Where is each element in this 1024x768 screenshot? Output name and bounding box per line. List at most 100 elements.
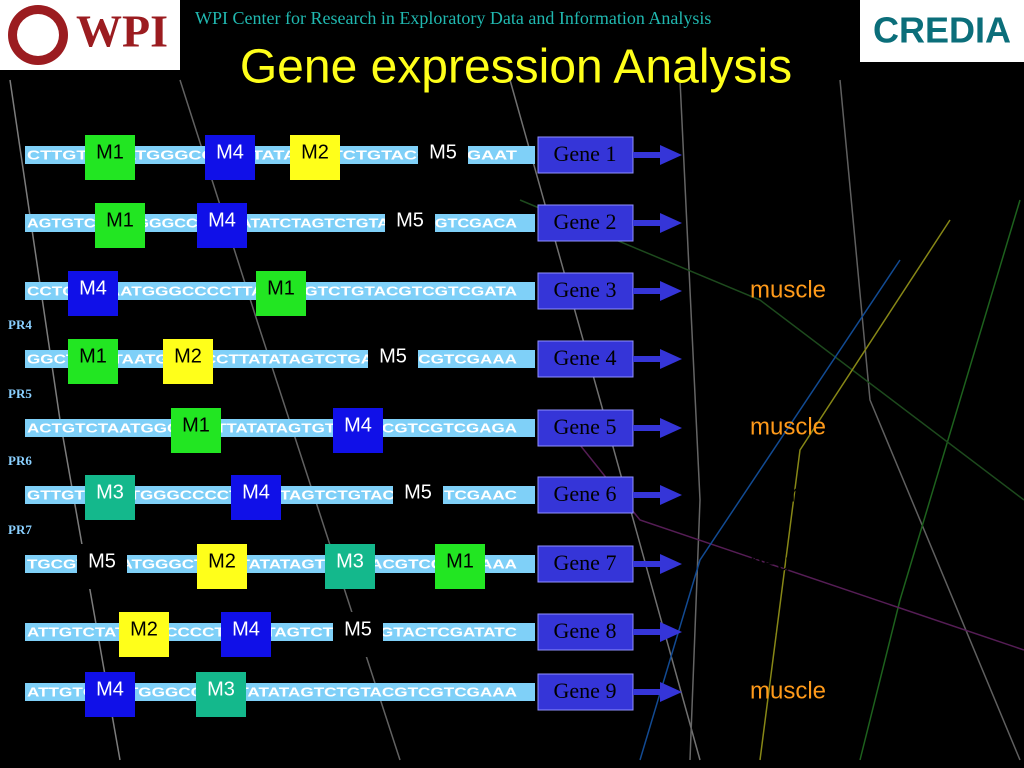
gene-label: Gene 7 (554, 550, 617, 575)
motif-box (290, 135, 340, 180)
arrow-shaft (633, 425, 663, 431)
motif-box (368, 339, 418, 384)
motif-label: M1 (96, 141, 124, 163)
gene-label: Gene 4 (554, 345, 617, 370)
arrow-head (660, 554, 682, 574)
sequence: ATTGTCTATGGGCCCCTTATATAGTCTGTACGTACTCGAT… (27, 624, 518, 639)
motif-label: M1 (106, 209, 134, 231)
motif-box (385, 203, 435, 248)
arrow-head (660, 281, 682, 301)
sequence-bar (25, 555, 535, 573)
motif-label: M4 (232, 618, 260, 640)
sequence-bar (25, 146, 535, 164)
arrow-head (660, 213, 682, 233)
arrow-shaft (633, 629, 663, 635)
arrow-head (660, 145, 682, 165)
motif-box (95, 203, 145, 248)
slide-title: Gene expression Analysis (240, 41, 792, 94)
arrow-head (660, 622, 682, 642)
motif-label: M2 (174, 345, 202, 367)
motif-label: M1 (79, 345, 107, 367)
gene-box (537, 545, 634, 583)
arrow-head (660, 485, 682, 505)
sequence: ACTGTCTAATGGCCCCTTATATAGTGTACGTCGTCGTCGA… (27, 420, 518, 435)
phenotype: neural (750, 617, 817, 644)
motif-box (205, 135, 255, 180)
gene-box (537, 476, 634, 514)
motif-label: M4 (216, 141, 244, 163)
motif-box (231, 475, 281, 520)
motif-label: M4 (242, 481, 270, 503)
gene-label: Gene 3 (554, 277, 617, 302)
motif-label: M3 (96, 481, 124, 503)
gene-label: Gene 1 (554, 141, 617, 166)
motif-box (197, 203, 247, 248)
motif-box (221, 612, 271, 657)
motif-label: M3 (336, 550, 364, 572)
gene-label: Gene 9 (554, 678, 617, 703)
motif-box (77, 544, 127, 589)
motif-label: M2 (301, 141, 329, 163)
gene-box (537, 204, 634, 242)
motif-label: M2 (208, 550, 236, 572)
arrow-shaft (633, 492, 663, 498)
badge-text: CREDIA (873, 10, 1011, 51)
motif-label: M4 (79, 277, 107, 299)
motif-box (119, 612, 169, 657)
motif-label: M1 (267, 277, 295, 299)
sequence-bar (25, 683, 535, 701)
arrow-shaft (633, 220, 663, 226)
arrow-head (660, 349, 682, 369)
gene-label: Gene 2 (554, 209, 617, 234)
rows: CTTGTCTAATGGGCCCCTTATATAGTCTGTACGATCGAAT… (8, 135, 826, 717)
phenotype: neural (750, 549, 817, 576)
phenotype: muscle (750, 276, 826, 303)
phenotype: neural (750, 208, 817, 235)
motif-box (256, 271, 306, 316)
badge-box (860, 0, 1024, 62)
motif-label: M3 (207, 678, 235, 700)
sequence: TGCGTCTAATGGGCTCCTTATATAGTCTGTACGTCGTCGA… (27, 556, 518, 571)
arrow-head (660, 418, 682, 438)
motif-box (163, 339, 213, 384)
row-label: PR6 (8, 453, 32, 468)
motif-box (333, 612, 383, 657)
row-label: PR7 (8, 522, 32, 537)
row-label: PR4 (8, 317, 32, 332)
motif-box (85, 135, 135, 180)
phenotype: neural (750, 140, 817, 167)
gene-label: Gene 8 (554, 618, 617, 643)
motif-label: M5 (396, 209, 424, 231)
motif-label: M4 (208, 209, 236, 231)
motif-box (85, 672, 135, 717)
motif-box (196, 672, 246, 717)
gene-label: Gene 5 (554, 414, 617, 439)
motif-label: M5 (88, 550, 116, 572)
motif-box (171, 408, 221, 453)
motif-label: M4 (96, 678, 124, 700)
phenotype: muscle (750, 677, 826, 704)
sequence: CTTGTCTAATGGGCCCCTTATATAGTCTGTACGATCGAAT (27, 147, 517, 162)
motif-box (393, 475, 443, 520)
phenotype: neural (750, 480, 817, 507)
arrow-shaft (633, 152, 663, 158)
gene-box (537, 613, 634, 651)
arrow-head (660, 682, 682, 702)
motif-label: M2 (130, 618, 158, 640)
motif-label: M1 (182, 414, 210, 436)
gene-box (537, 673, 634, 711)
row-label: PR5 (8, 386, 32, 401)
logo-seal-inner (17, 14, 59, 56)
phenotype: muscle (750, 413, 826, 440)
motif-box (197, 544, 247, 589)
org-name: WPI Center for Research in Exploratory D… (195, 8, 711, 28)
motif-box (85, 475, 135, 520)
motif-label: M1 (446, 550, 474, 572)
motif-box (325, 544, 375, 589)
arrow-shaft (633, 689, 663, 695)
arrow-shaft (633, 288, 663, 294)
motif-box (68, 339, 118, 384)
motif-box (333, 408, 383, 453)
